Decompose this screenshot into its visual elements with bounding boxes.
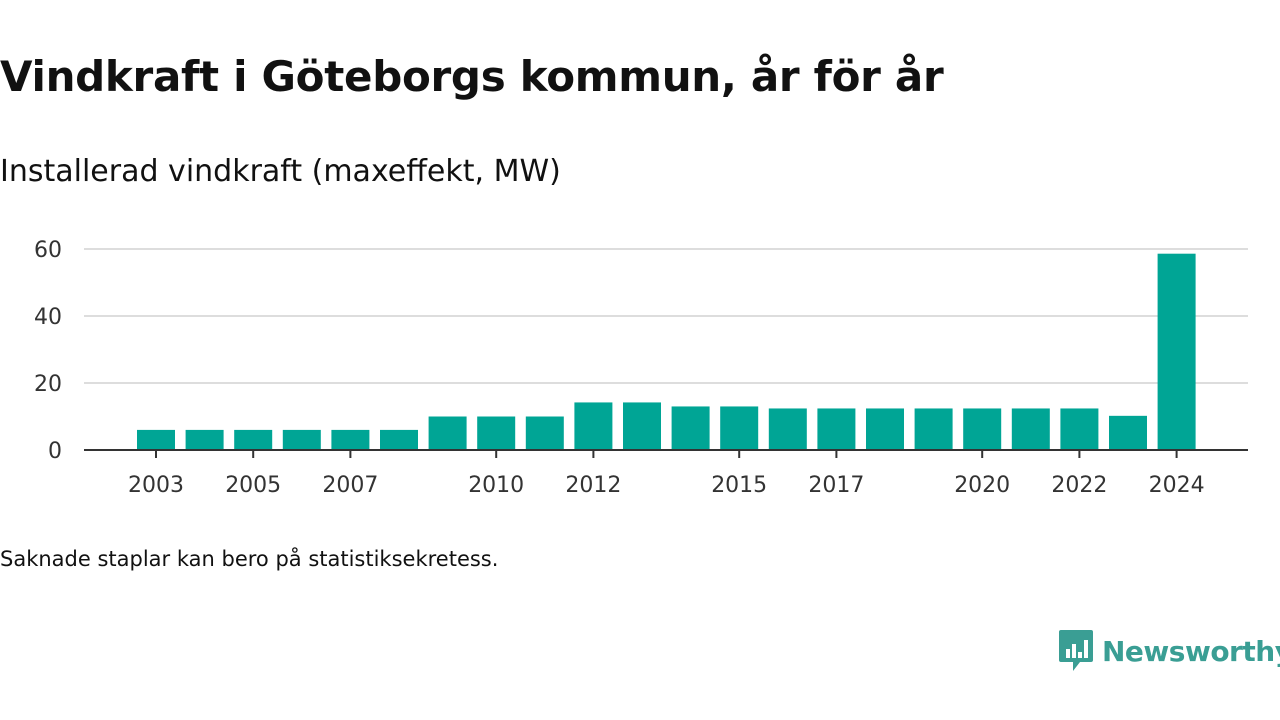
bar-2004 <box>185 429 224 450</box>
bar-2015 <box>720 406 759 450</box>
bar-2008 <box>380 429 418 450</box>
x-tick-label: 2020 <box>954 473 1010 498</box>
chart-title: Vindkraft i Göteborgs kommun, år för år <box>0 52 944 101</box>
bar-chart: 0 20 40 60 2003 2005 2007 2010 2012 2015 2017 2020 2… <box>34 238 1248 498</box>
bar-2019 <box>914 408 953 450</box>
bar-2007 <box>331 429 370 450</box>
bar-2010 <box>477 416 516 450</box>
bar-2021 <box>1011 408 1050 450</box>
x-tick-label: 2010 <box>468 473 524 498</box>
bar-2014 <box>671 406 710 450</box>
y-tick-label: 40 <box>34 305 62 330</box>
y-tick-label: 60 <box>34 238 62 263</box>
x-tick-label: 2022 <box>1051 473 1107 498</box>
bar-2022 <box>1060 408 1099 450</box>
bar-2006 <box>282 429 321 450</box>
footnote: Saknade staplar kan bero på statistiksek… <box>0 547 499 571</box>
bar-2013 <box>623 402 661 450</box>
chart-subtitle: Installerad vindkraft (maxeffekt, MW) <box>0 154 561 189</box>
bar-2003 <box>137 429 175 450</box>
x-tick-label: 2003 <box>128 473 184 498</box>
bar-2016 <box>768 408 807 450</box>
brand-name: Newsworthy <box>1102 634 1280 668</box>
bar-2018 <box>866 408 904 450</box>
y-tick-label: 0 <box>48 439 62 464</box>
brand-logo: Newsworthy <box>1058 628 1280 674</box>
bar-2023 <box>1109 415 1147 450</box>
y-tick-label: 20 <box>34 372 62 397</box>
x-tick-label: 2015 <box>711 473 767 498</box>
newsworthy-logo-icon <box>1059 630 1093 671</box>
x-tick-label: 2012 <box>565 473 621 498</box>
x-tick-label: 2017 <box>808 473 864 498</box>
x-tick-label: 2005 <box>225 473 281 498</box>
x-tick-label: 2007 <box>322 473 378 498</box>
bar-2017 <box>817 408 856 450</box>
bar-2011 <box>525 416 564 450</box>
bar-2009 <box>428 416 467 450</box>
bar-2020 <box>963 408 1002 450</box>
bar-2024 <box>1157 253 1196 450</box>
bar-2005 <box>234 429 273 450</box>
x-tick-label: 2024 <box>1149 473 1205 498</box>
bar-2012 <box>574 402 613 450</box>
